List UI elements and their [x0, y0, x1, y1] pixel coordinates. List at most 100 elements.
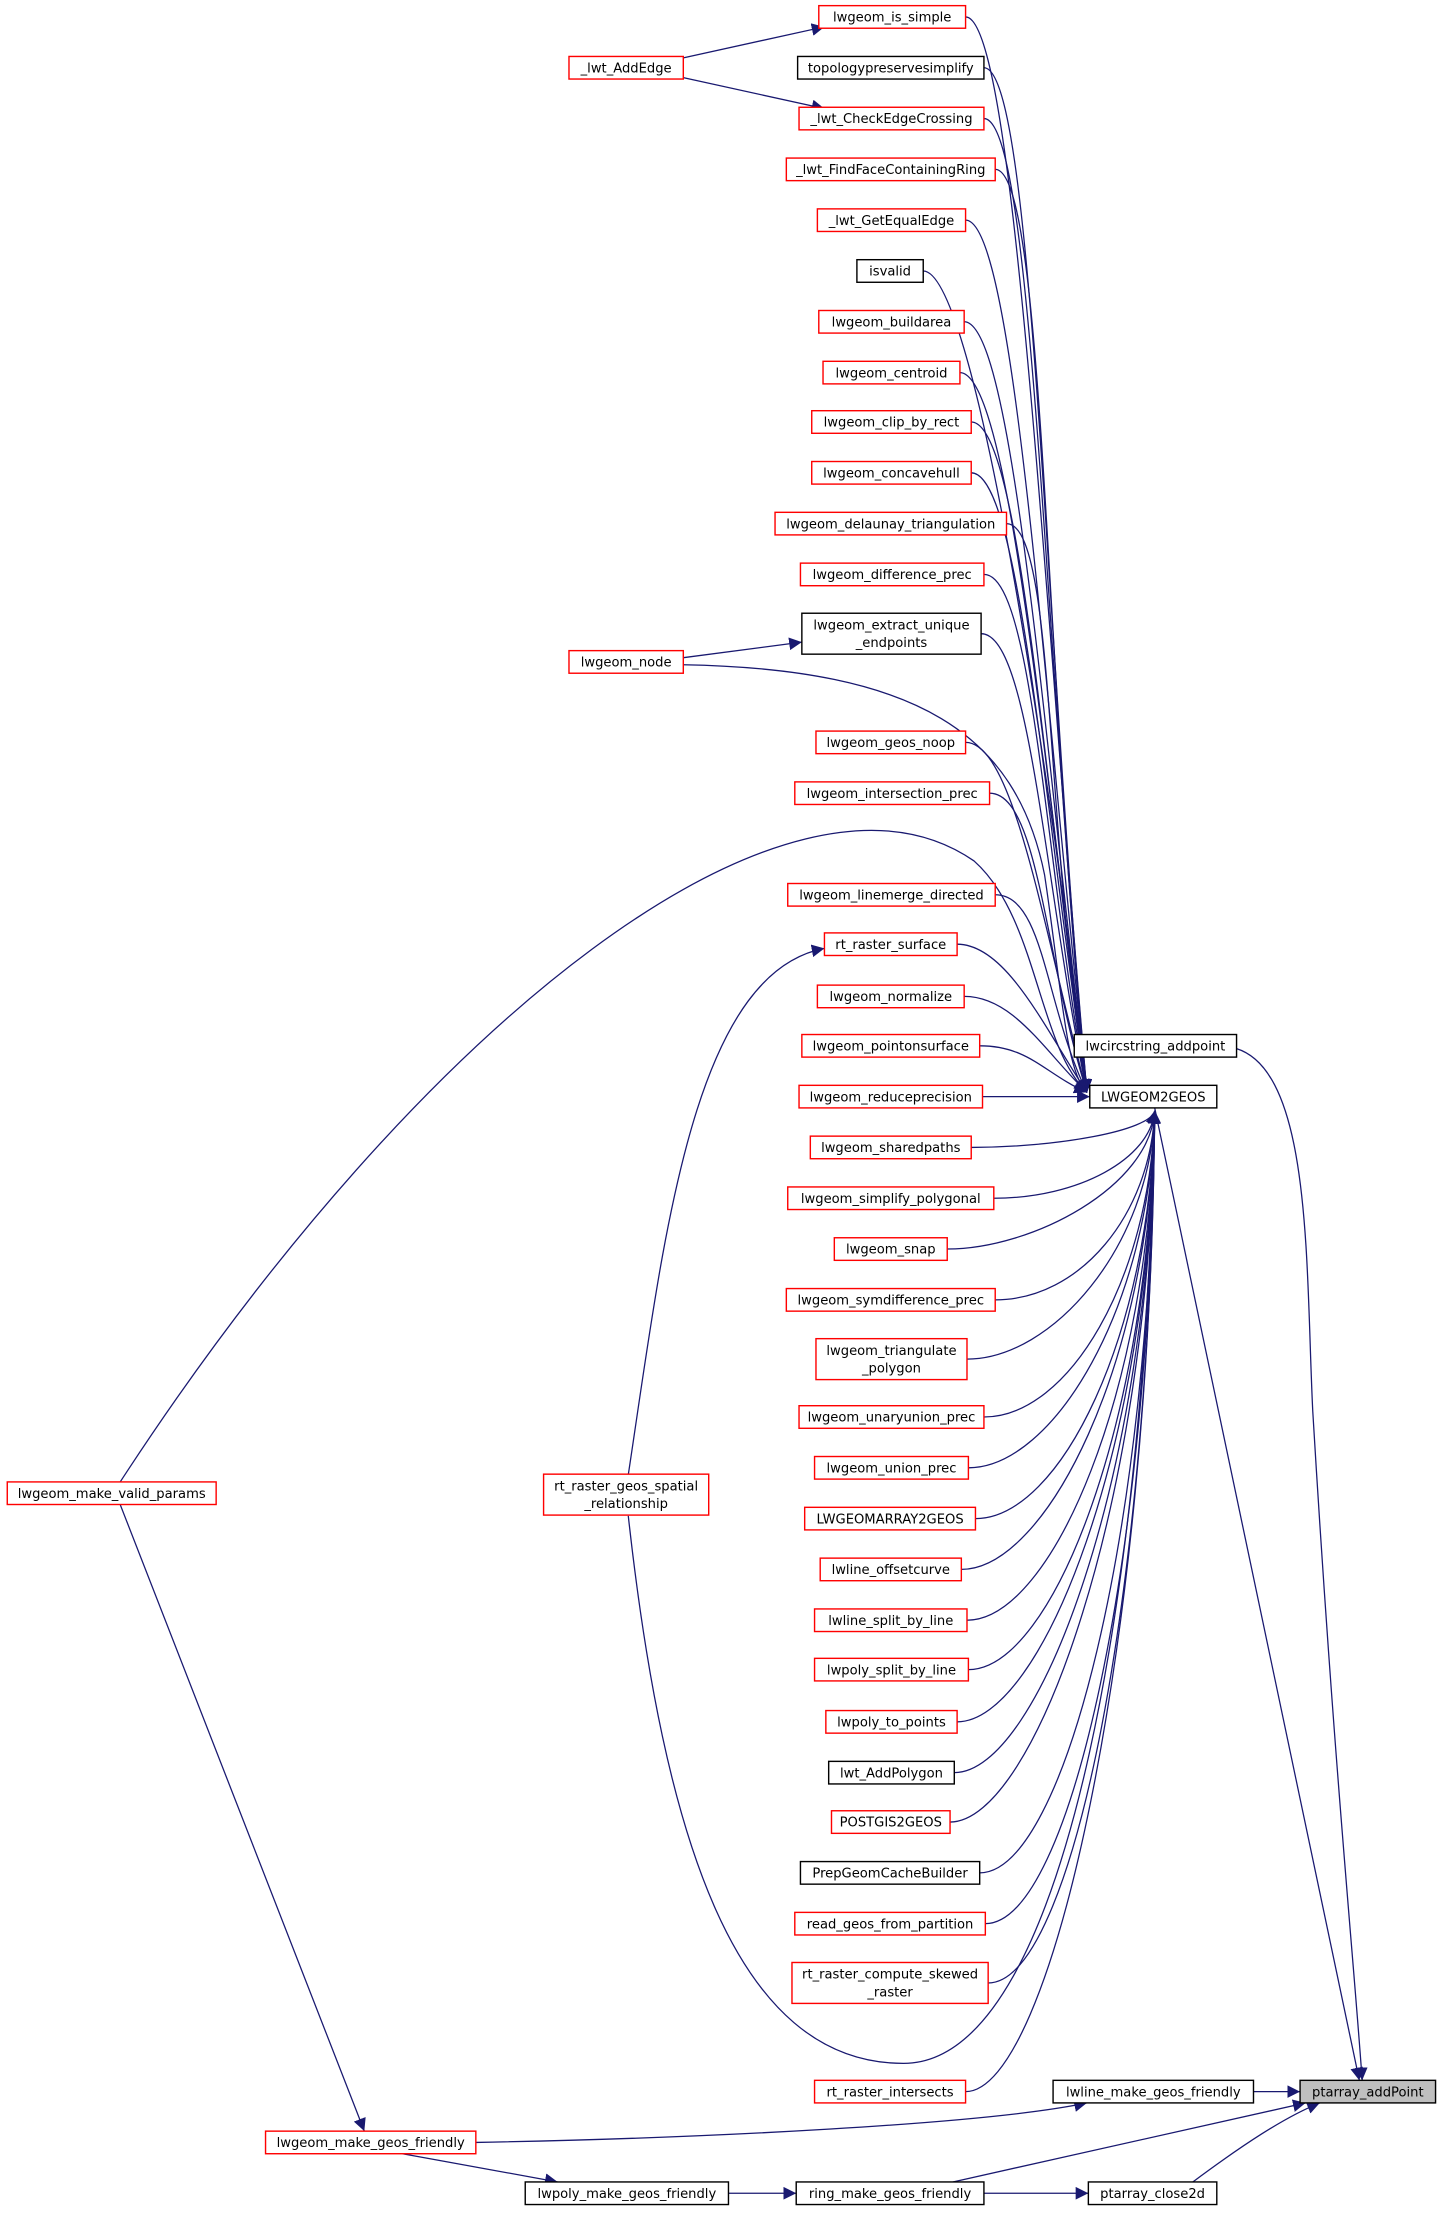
node-lwgeom2geos[interactable]: LWGEOM2GEOS — [1089, 1084, 1218, 1109]
edge-arrow — [995, 168, 1092, 1093]
node-rt-raster-surface[interactable]: rt_raster_surface — [823, 932, 958, 957]
node-lwgeom-geos-noop[interactable]: lwgeom_geos_noop — [815, 730, 967, 755]
node-box — [813, 1657, 970, 1682]
node-lwgeom-snap[interactable]: lwgeom_snap — [833, 1237, 948, 1262]
node-lwline-offsetcurve[interactable]: lwline_offsetcurve — [819, 1557, 963, 1582]
node-box — [801, 1033, 981, 1058]
node-lwgeom-is-simple[interactable]: lwgeom_is_simple — [818, 4, 967, 29]
edge-arrow — [402, 2153, 558, 2186]
node-label: lwgeom_reduceprecision — [810, 1090, 972, 1105]
node-lwt-checkedgecrossing[interactable]: _lwt_CheckEdgeCrossing — [798, 106, 985, 131]
node-box — [856, 258, 924, 283]
node-label: rt_raster_compute_skewed — [802, 1968, 978, 1983]
node-box — [1087, 2181, 1218, 2206]
node-lwgeom-make-geos-friendly[interactable]: lwgeom_make_geos_friendly — [264, 2130, 477, 2155]
edge-arrow — [966, 1110, 1161, 1360]
node-isvalid[interactable]: isvalid — [856, 258, 924, 283]
node-lwgeom-clip-by-rect[interactable]: lwgeom_clip_by_rect — [811, 409, 972, 434]
node-label: lwpoly_to_points — [837, 1716, 946, 1731]
node-lwgeom-symdifference-prec[interactable]: lwgeom_symdifference_prec — [785, 1287, 996, 1312]
node-ring-make-geos-friendly[interactable]: ring_make_geos_friendly — [795, 2181, 985, 2206]
node-box — [811, 460, 972, 485]
edge-arrow — [971, 1110, 1159, 1149]
node-lwgeom-sharedpaths[interactable]: lwgeom_sharedpaths — [809, 1135, 972, 1160]
edge-arrow — [975, 1110, 1161, 1520]
node-lwgeom-concavehull[interactable]: lwgeom_concavehull — [811, 460, 972, 485]
node-lwgeom-union-prec[interactable]: lwgeom_union_prec — [813, 1455, 970, 1480]
node-lwcircstring-addpoint[interactable]: lwcircstring_addpoint — [1073, 1033, 1238, 1058]
node-lwgeom-buildarea[interactable]: lwgeom_buildarea — [818, 309, 965, 334]
node-label: lwgeom_make_geos_friendly — [277, 2136, 465, 2151]
node-label: lwgeom_delaunay_triangulation — [786, 517, 995, 532]
node-read-geos-from-partition[interactable]: read_geos_from_partition — [794, 1911, 987, 1936]
node-rt-raster-intersects[interactable]: rt_raster_intersects — [813, 2079, 967, 2104]
node-label: lwline_split_by_line — [828, 1614, 953, 1629]
edge-arrow — [971, 472, 1092, 1093]
node-lwt-findfacecontainingring[interactable]: _lwt_FindFaceContainingRing — [785, 157, 996, 182]
node-box — [787, 882, 996, 907]
node-lwgeom-reduceprecision[interactable]: lwgeom_reduceprecision — [798, 1084, 984, 1109]
node-lwgeom-pointonsurface[interactable]: lwgeom_pointonsurface — [801, 1033, 981, 1058]
node-lwpoly-make-geos-friendly[interactable]: lwpoly_make_geos_friendly — [524, 2181, 730, 2206]
node-label: lwgeom_union_prec — [827, 1461, 957, 1476]
node-lwgeom-unaryunion-prec[interactable]: lwgeom_unaryunion_prec — [798, 1405, 985, 1429]
node-lwt-getequaledge[interactable]: _lwt_GetEqualEdge — [816, 208, 967, 233]
node-lwgeom-delaunay-triangulation[interactable]: lwgeom_delaunay_triangulation — [774, 511, 1008, 536]
node-lwline-make-geos-friendly[interactable]: lwline_make_geos_friendly — [1052, 2079, 1255, 2104]
node-postgis2geos[interactable]: POSTGIS2GEOS — [830, 1810, 951, 1835]
edge-arrow — [1192, 2101, 1321, 2183]
node-box — [796, 55, 985, 80]
node-lwgeom-triangulate-polygon[interactable]: lwgeom_triangulate _polygon — [815, 1337, 968, 1381]
node-lwgeom-difference-prec[interactable]: lwgeom_difference_prec — [799, 562, 985, 587]
node-box — [827, 1760, 955, 1785]
node-box — [791, 1961, 989, 2005]
node-lwgeom-node[interactable]: lwgeom_node — [568, 649, 685, 674]
node-ptarray-close2d[interactable]: ptarray_close2d — [1087, 2181, 1218, 2206]
node-box — [825, 1709, 958, 1734]
edge-arrow — [475, 2099, 1088, 2144]
node-lwpoly-split-by-line[interactable]: lwpoly_split_by_line — [813, 1657, 970, 1682]
node-label: lwcircstring_addpoint — [1085, 1039, 1225, 1054]
node-label: lwgeom_node — [581, 656, 672, 671]
node-box — [813, 1455, 970, 1480]
node-topologypreservesimplify[interactable]: topologypreservesimplify — [796, 55, 985, 80]
node-label: lwgeom_symdifference_prec — [798, 1294, 985, 1309]
node-lwgeom-simplify-polygonal[interactable]: lwgeom_simplify_polygonal — [787, 1186, 995, 1211]
node-rt-raster-geos-spatial-relationship[interactable]: rt_raster_geos_spatial _relationship — [542, 1473, 710, 1516]
node-label: lwgeom_geos_noop — [826, 736, 955, 751]
node-box — [6, 1481, 217, 1506]
node-box — [815, 730, 967, 755]
node-lwpoly-to-points[interactable]: lwpoly_to_points — [825, 1709, 958, 1734]
node-lwgeom-make-valid-params[interactable]: lwgeom_make_valid_params — [6, 1481, 217, 1506]
node-label: lwgeom_concavehull — [823, 466, 960, 481]
node-box — [787, 1186, 995, 1211]
node-box — [1052, 2079, 1255, 2104]
node-lwt-addedge[interactable]: _lwt_AddEdge — [568, 55, 685, 80]
edge-arrow — [964, 321, 1092, 1093]
node-box — [785, 1287, 996, 1312]
edge-arrow — [966, 1110, 1161, 1621]
node-label: lwgeom_make_valid_params — [18, 1487, 206, 1502]
node-box — [794, 1911, 987, 1936]
node-box — [798, 1084, 984, 1109]
node-lwgeom-intersection-prec[interactable]: lwgeom_intersection_prec — [794, 781, 991, 806]
node-lwline-split-by-line[interactable]: lwline_split_by_line — [813, 1608, 968, 1633]
node-box — [823, 932, 958, 957]
node-lwgeom-normalize[interactable]: lwgeom_normalize — [816, 984, 965, 1009]
edge-arrow — [923, 270, 1092, 1093]
node-lwgeomarray2geos[interactable]: LWGEOMARRAY2GEOS — [803, 1506, 977, 1531]
node-label: topologypreservesimplify — [808, 61, 974, 76]
edge-arrow — [957, 1110, 1161, 1723]
node-lwgeom-linemerge-directed[interactable]: lwgeom_linemerge_directed — [787, 882, 996, 907]
node-lwgeom-extract-unique-endpoints[interactable]: lwgeom_extract_unique _endpoints — [801, 612, 982, 655]
edge-arrow — [995, 894, 1088, 1093]
node-prepgeomcachebuilder[interactable]: PrepGeomCacheBuilder — [799, 1860, 981, 1885]
node-ptarray-addpoint[interactable]: ptarray_addPoint — [1299, 2079, 1437, 2104]
node-lwt-addpolygon[interactable]: lwt_AddPolygon — [827, 1760, 955, 1785]
node-label: lwgeom_is_simple — [833, 11, 951, 26]
node-lwgeom-centroid[interactable]: lwgeom_centroid — [822, 360, 961, 385]
edge-arrow — [119, 829, 1088, 1483]
edge-arrow — [1006, 522, 1092, 1093]
node-rt-raster-compute-skewed-raster[interactable]: rt_raster_compute_skewed _raster — [791, 1961, 989, 2005]
